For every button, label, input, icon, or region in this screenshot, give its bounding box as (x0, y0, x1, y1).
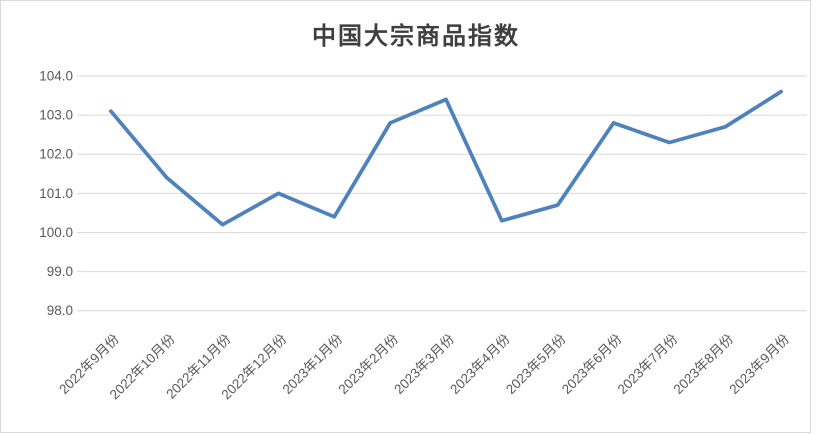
y-axis-tick-label: 101.0 (39, 186, 73, 201)
y-axis-tick-label: 103.0 (39, 108, 73, 123)
chart-title: 中国大宗商品指数 (312, 21, 520, 50)
chart-border (0, 0, 811, 433)
data-series-line (109, 89, 783, 227)
y-axis-tick-label: 98.0 (47, 303, 73, 318)
y-axis-tick-label: 100.0 (39, 225, 73, 240)
y-axis-tick-label: 104.0 (39, 69, 73, 84)
y-axis-tick-label: 102.0 (39, 147, 73, 162)
y-axis-tick-label: 99.0 (47, 264, 73, 279)
x-axis-tick-label: 2023年9月份 (726, 331, 792, 397)
